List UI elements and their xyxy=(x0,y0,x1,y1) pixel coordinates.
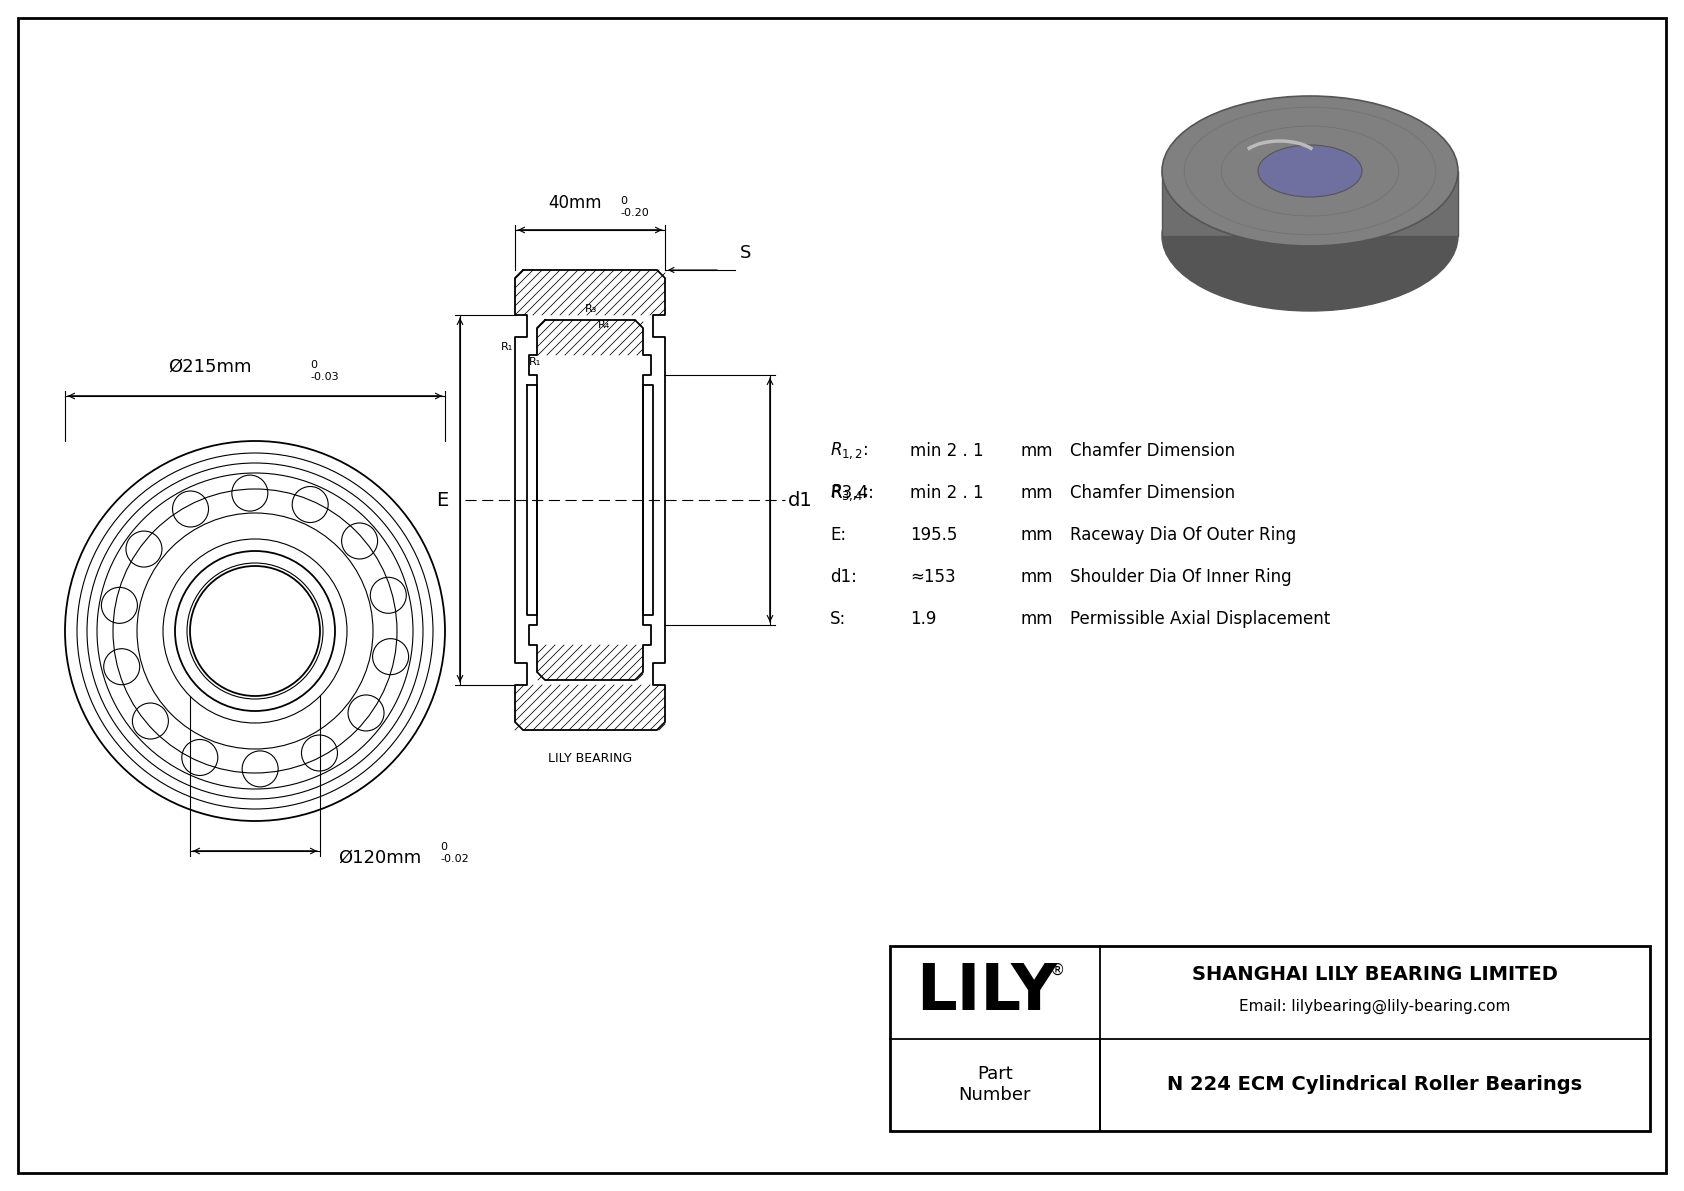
Text: Shoulder Dia Of Inner Ring: Shoulder Dia Of Inner Ring xyxy=(1069,568,1292,586)
Text: min 2 . 1: min 2 . 1 xyxy=(909,484,983,501)
Text: R₁: R₁ xyxy=(529,357,541,367)
Text: $R_{3,4}$:: $R_{3,4}$: xyxy=(830,482,869,504)
Ellipse shape xyxy=(1162,161,1458,311)
Text: mm: mm xyxy=(1021,610,1052,628)
Text: mm: mm xyxy=(1021,442,1052,460)
Text: R₃: R₃ xyxy=(584,304,598,314)
Text: ≈153: ≈153 xyxy=(909,568,955,586)
Text: R3,4:: R3,4: xyxy=(830,484,874,501)
Text: Part
Number: Part Number xyxy=(958,1066,1031,1104)
Text: R₄: R₄ xyxy=(598,320,610,330)
Text: SHANGHAI LILY BEARING LIMITED: SHANGHAI LILY BEARING LIMITED xyxy=(1192,965,1558,984)
Text: 1.9: 1.9 xyxy=(909,610,936,628)
Text: 0: 0 xyxy=(310,360,317,370)
Bar xyxy=(891,946,1650,1131)
Text: N 224 ECM Cylindrical Roller Bearings: N 224 ECM Cylindrical Roller Bearings xyxy=(1167,1075,1583,1095)
Text: E:: E: xyxy=(830,526,845,544)
Text: -0.20: -0.20 xyxy=(620,208,648,218)
FancyBboxPatch shape xyxy=(1162,172,1458,236)
Text: Ø120mm: Ø120mm xyxy=(338,849,421,867)
Text: Chamfer Dimension: Chamfer Dimension xyxy=(1069,442,1234,460)
Text: 0: 0 xyxy=(620,197,626,206)
Text: Raceway Dia Of Outer Ring: Raceway Dia Of Outer Ring xyxy=(1069,526,1297,544)
Text: -0.03: -0.03 xyxy=(310,372,338,382)
Text: Ø215mm: Ø215mm xyxy=(168,358,251,376)
Ellipse shape xyxy=(1258,145,1362,197)
Text: -0.02: -0.02 xyxy=(440,854,468,863)
FancyBboxPatch shape xyxy=(1258,172,1362,236)
Text: mm: mm xyxy=(1021,526,1052,544)
Text: mm: mm xyxy=(1021,484,1052,501)
Text: Permissible Axial Displacement: Permissible Axial Displacement xyxy=(1069,610,1330,628)
Text: $R_{1,2}$:: $R_{1,2}$: xyxy=(830,441,869,461)
Text: LILY BEARING: LILY BEARING xyxy=(547,752,632,765)
Text: Chamfer Dimension: Chamfer Dimension xyxy=(1069,484,1234,501)
Text: 40mm: 40mm xyxy=(549,194,601,212)
Text: S: S xyxy=(739,244,751,262)
Text: LILY: LILY xyxy=(916,961,1058,1023)
Text: E: E xyxy=(436,491,448,510)
Text: R₁: R₁ xyxy=(500,342,514,353)
Text: 0: 0 xyxy=(440,842,446,852)
Text: ®: ® xyxy=(1049,962,1064,978)
Text: S:: S: xyxy=(830,610,847,628)
Text: mm: mm xyxy=(1021,568,1052,586)
Text: d1: d1 xyxy=(788,491,813,510)
Text: Email: lilybearing@lily-bearing.com: Email: lilybearing@lily-bearing.com xyxy=(1239,998,1511,1014)
Text: min 2 . 1: min 2 . 1 xyxy=(909,442,983,460)
Ellipse shape xyxy=(1162,96,1458,247)
Text: d1:: d1: xyxy=(830,568,857,586)
Text: 195.5: 195.5 xyxy=(909,526,958,544)
